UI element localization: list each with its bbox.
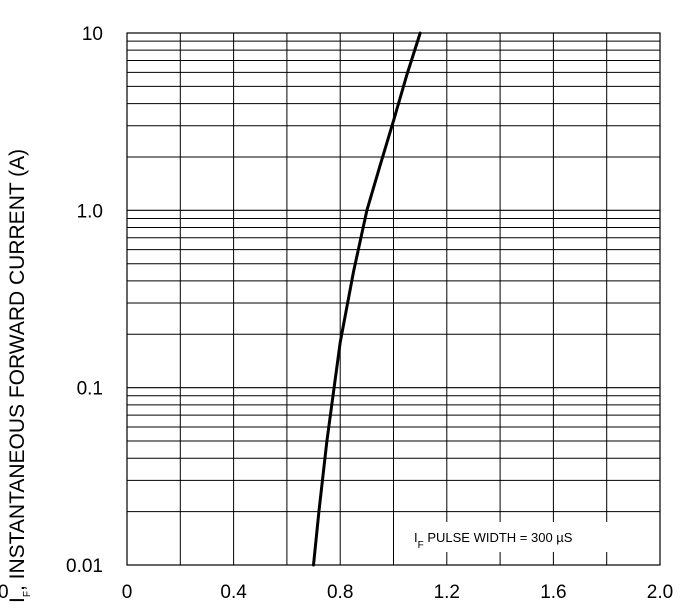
y-tick-label: 0.01 (66, 556, 103, 577)
plot-frame (126, 32, 661, 566)
annotation-subscript: F (418, 540, 424, 551)
y-tick-label: 1.0 (77, 201, 103, 222)
y-tick-label: 10 (82, 24, 103, 45)
y-tick-label: 0.1 (77, 379, 103, 400)
x-tick-labels: 0 0.4 0.8 1.2 1.6 2.0 (122, 582, 674, 603)
x-tick-label: 0.8 (327, 582, 353, 603)
x-tick-label: 0 (122, 582, 133, 603)
y-axis-label-text: , INSTANTANEOUS FORWARD CURRENT (A) (6, 149, 29, 591)
x-tick-label: 1.6 (540, 582, 566, 603)
annotation-prefix: I (414, 530, 418, 545)
pulse-width-annotation: IF PULSE WIDTH = 300 µS (414, 530, 573, 551)
series-layer (312, 31, 422, 567)
corner-label: 0 (0, 582, 9, 603)
x-tick-label: 0.4 (220, 582, 247, 603)
y-axis-label-subscript: F (22, 591, 33, 597)
grid (127, 33, 660, 565)
y-tick-labels: 0.01 0.1 1.0 10 (66, 24, 103, 577)
annotation-text: PULSE WIDTH = 300 µS (424, 530, 573, 545)
series-line (312, 31, 422, 567)
annotation-background (405, 522, 653, 552)
y-axis-label-prefix: I (6, 597, 29, 603)
y-axis-label: IF, INSTANTANEOUS FORWARD CURRENT (A) (6, 149, 33, 603)
x-tick-label: 2.0 (647, 582, 673, 603)
x-tick-label: 1.2 (434, 582, 460, 603)
